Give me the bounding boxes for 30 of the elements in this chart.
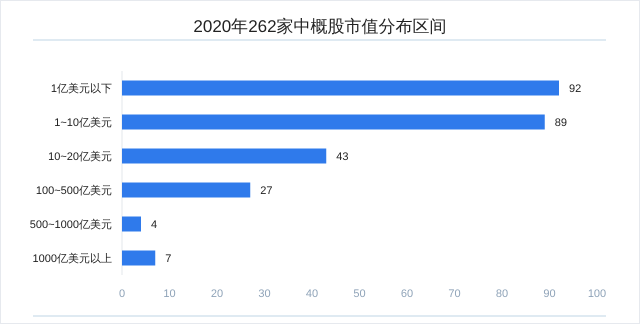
bar [122,250,156,266]
data-label: 89 [554,117,567,129]
bar [122,182,250,198]
x-tick-label: 30 [258,288,271,300]
data-label: 4 [151,219,158,231]
y-tick-label: 100~500亿美元 [36,184,112,197]
bar [122,216,141,232]
bar [122,148,326,164]
y-tick-label: 1000亿美元以上 [32,252,112,265]
x-tick-label: 100 [588,288,606,300]
x-tick-label: 70 [448,288,461,300]
bar [122,80,559,96]
data-label: 92 [569,83,582,95]
bar [122,114,545,130]
y-tick-label: 500~1000亿美元 [30,218,112,231]
data-label: 27 [260,185,272,197]
chart-title: 2020年262家中概股市值分布区间 [193,17,447,36]
x-tick-label: 60 [400,288,414,300]
x-tick-label: 0 [118,288,126,300]
x-tick-label: 80 [496,288,508,300]
x-tick-label: 90 [543,288,556,300]
x-tick-label: 40 [306,288,318,300]
x-tick-label: 20 [210,288,224,300]
data-label: 7 [165,253,172,265]
y-tick-label: 1亿美元以下 [50,82,112,95]
x-tick-label: 10 [163,288,176,300]
x-tick-label: 50 [353,288,366,300]
data-label: 43 [336,151,348,163]
y-tick-label: 10~20亿美元 [48,150,112,163]
y-tick-label: 1~10亿美元 [54,116,112,129]
